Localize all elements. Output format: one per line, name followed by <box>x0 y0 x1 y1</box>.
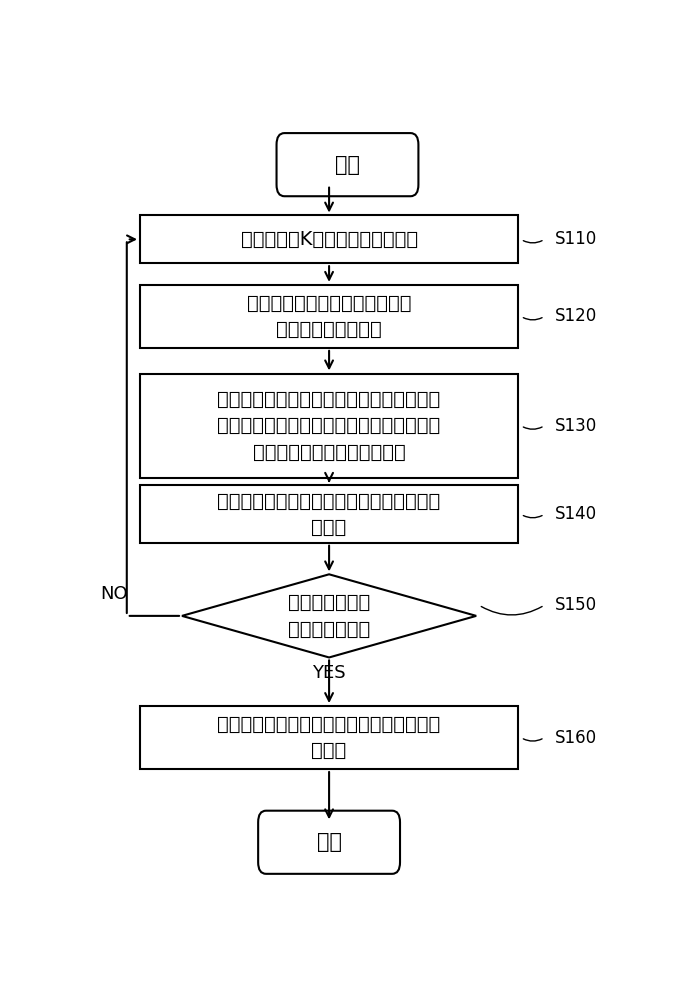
Text: 利用非相关约束的自适应稀疏变换，基于所
述稀疏系数求解出与所述稀疏系数相关的字
典以及与所述字典对应的系数: 利用非相关约束的自适应稀疏变换，基于所 述稀疏系数求解出与所述稀疏系数相关的字 … <box>218 390 441 462</box>
FancyBboxPatch shape <box>277 133 418 196</box>
Bar <box>140 215 518 263</box>
Text: S130: S130 <box>555 417 597 435</box>
Polygon shape <box>182 574 476 657</box>
Bar <box>140 485 518 543</box>
Text: S150: S150 <box>555 596 597 614</box>
FancyBboxPatch shape <box>258 811 400 874</box>
Text: NO: NO <box>100 585 127 603</box>
Text: 利用固定稀疏变换处理所述初始
图像，得到稀疏系数: 利用固定稀疏变换处理所述初始 图像，得到稀疏系数 <box>247 294 412 339</box>
Text: 开始: 开始 <box>335 155 360 175</box>
Text: 对所述重建的图像进行拟合，得到磁共振参
数图像: 对所述重建的图像进行拟合，得到磁共振参 数图像 <box>218 715 441 760</box>
Text: S140: S140 <box>555 505 597 523</box>
Text: S160: S160 <box>555 729 597 747</box>
Bar <box>140 374 518 478</box>
Bar <box>140 285 518 348</box>
Bar <box>140 706 518 769</box>
Text: YES: YES <box>313 664 346 682</box>
Text: 根据所述字典以及与所述字典对应的系数重
建图像: 根据所述字典以及与所述字典对应的系数重 建图像 <box>218 491 441 537</box>
Text: 判断重建图像是
否满足终止条件: 判断重建图像是 否满足终止条件 <box>288 593 370 639</box>
Text: 从欠采样的K空间中获取初始图像: 从欠采样的K空间中获取初始图像 <box>241 230 418 249</box>
Text: 结束: 结束 <box>317 832 342 852</box>
Text: S110: S110 <box>555 230 597 248</box>
Text: S120: S120 <box>555 307 597 325</box>
